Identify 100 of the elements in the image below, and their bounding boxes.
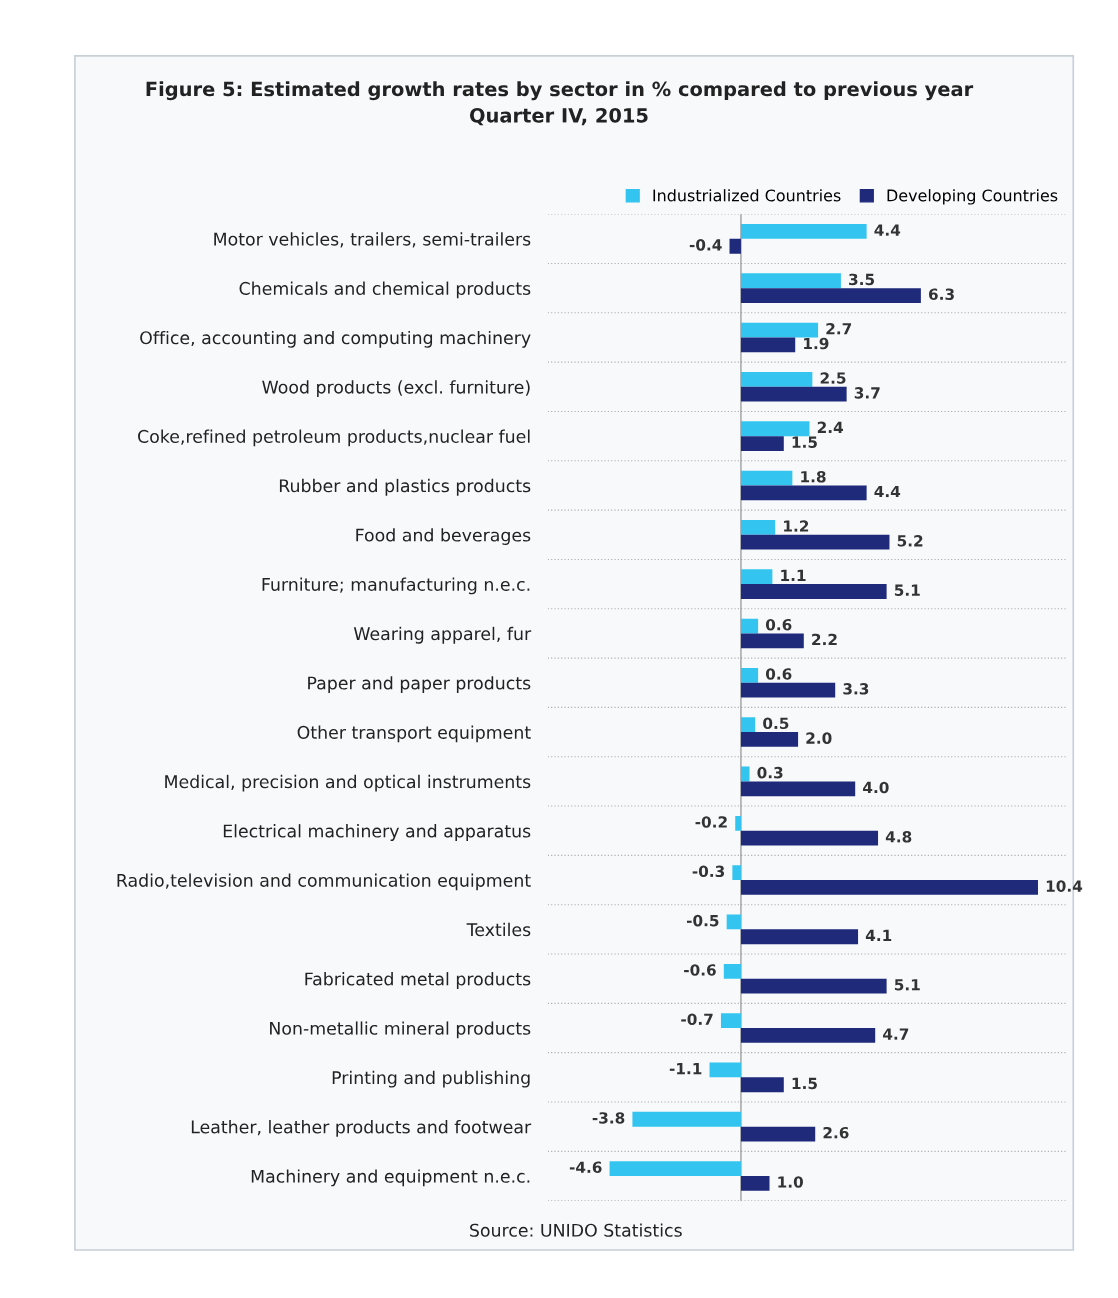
y-tick-label: Medical, precision and optical instruments xyxy=(165,774,531,792)
data-label: 2.5 xyxy=(820,372,846,384)
data-label: 4.7 xyxy=(883,1028,909,1040)
data-label: 3.3 xyxy=(843,683,869,695)
data-label: 10.4 xyxy=(1046,880,1083,892)
y-tick-label: Textiles xyxy=(466,922,531,937)
data-label: 0.5 xyxy=(763,717,789,730)
data-label: 5.1 xyxy=(894,584,920,596)
data-label: -0.7 xyxy=(681,1013,713,1026)
y-tick-label: Electrical machinery and apparatus xyxy=(223,824,531,841)
chart-title: Figure 5: Estimated growth rates by sector in % compared to previous year Quarter IV, 2015 xyxy=(146,81,974,126)
bar xyxy=(740,569,773,585)
bar xyxy=(740,667,759,683)
data-label: 1.9 xyxy=(804,337,829,350)
bar xyxy=(740,717,756,733)
bar xyxy=(740,766,750,782)
bar xyxy=(740,929,859,945)
y-tick-label: Wood products (excl. furniture) xyxy=(262,380,530,398)
bar xyxy=(740,470,793,486)
bar xyxy=(740,978,887,994)
bar xyxy=(740,880,1038,895)
y-tick-label: Paper and paper products xyxy=(308,676,531,693)
bar xyxy=(740,485,867,501)
bar xyxy=(729,238,741,254)
bar xyxy=(732,865,741,881)
data-label: 1.0 xyxy=(778,1176,803,1188)
data-label: 4.1 xyxy=(865,929,892,941)
bar xyxy=(740,1175,770,1191)
bar xyxy=(740,830,879,846)
data-label: -0.3 xyxy=(692,865,725,878)
data-label: -0.2 xyxy=(695,816,727,828)
data-label: 2.4 xyxy=(817,421,843,433)
source-note: Source: UNIDO Statistics xyxy=(470,1223,682,1237)
data-label: 4.4 xyxy=(874,224,901,236)
data-label: -4.6 xyxy=(569,1161,602,1174)
bar xyxy=(740,337,796,353)
bar xyxy=(740,421,810,437)
data-label: 2.7 xyxy=(826,322,852,335)
y-tick-label: Fabricated metal products xyxy=(305,972,531,989)
y-tick-label: Office, accounting and computing machinery xyxy=(140,330,531,348)
data-label: 4.4 xyxy=(874,485,901,498)
data-label: 3.5 xyxy=(849,273,875,286)
bar xyxy=(726,914,741,930)
data-label: -3.8 xyxy=(592,1112,625,1124)
bar xyxy=(740,1028,876,1043)
data-label: 2.0 xyxy=(806,732,832,744)
bar xyxy=(740,534,890,550)
data-label: 2.2 xyxy=(812,633,837,646)
legend-label: Industrialized Countries xyxy=(653,189,841,202)
y-tick-label: Food and beverages xyxy=(356,528,531,545)
bar xyxy=(740,322,819,338)
data-label: 1.5 xyxy=(792,1077,817,1090)
bar xyxy=(740,1077,784,1093)
data-label: 6.3 xyxy=(928,288,954,300)
bar xyxy=(740,682,836,698)
bar xyxy=(740,1126,816,1142)
bar xyxy=(609,1161,741,1176)
bar xyxy=(723,963,741,979)
y-tick-label: Coke,refined petroleum products,nuclear fuel xyxy=(138,429,530,447)
data-label: -0.4 xyxy=(689,239,722,251)
y-tick-label: Motor vehicles, trailers, semi-trailers xyxy=(214,232,531,248)
bar xyxy=(740,372,813,387)
data-label: 5.1 xyxy=(894,979,920,991)
bar xyxy=(709,1062,741,1078)
y-tick-label: Non-metallic mineral products xyxy=(270,1021,531,1039)
data-label: -0.6 xyxy=(684,964,716,976)
data-label: 2.6 xyxy=(823,1126,849,1139)
data-label: 1.1 xyxy=(781,569,806,581)
data-label: 4.0 xyxy=(863,781,889,794)
bar xyxy=(740,584,887,599)
bar xyxy=(740,273,841,289)
data-label: 5.2 xyxy=(897,535,923,547)
bar xyxy=(740,386,847,402)
y-tick-label: Leather, leather products and footwear xyxy=(191,1120,532,1137)
bar xyxy=(720,1013,741,1029)
bar xyxy=(740,633,804,649)
legend-label: Developing Countries xyxy=(887,189,1058,205)
data-label: -1.1 xyxy=(669,1063,702,1075)
y-tick-label: Printing and publishing xyxy=(332,1070,530,1088)
y-tick-label: Chemicals and chemical products xyxy=(239,281,531,299)
bar xyxy=(740,224,867,239)
bar xyxy=(740,618,759,634)
data-label: 0.3 xyxy=(757,766,783,779)
bar xyxy=(740,732,799,747)
y-tick-label: Machinery and equipment n.e.c. xyxy=(251,1169,530,1187)
data-label: 0.6 xyxy=(765,668,792,680)
bar xyxy=(632,1111,741,1127)
data-label: 1.2 xyxy=(784,520,809,532)
y-tick-label: Radio,television and communication equipment xyxy=(117,873,531,891)
y-tick-label: Furniture; manufacturing n.e.c. xyxy=(262,577,530,595)
y-tick-label: Other transport equipment xyxy=(297,725,531,743)
bar xyxy=(740,288,921,303)
data-label: -0.5 xyxy=(686,914,719,927)
bar xyxy=(740,436,784,451)
bar xyxy=(740,781,856,797)
data-label: 1.8 xyxy=(801,470,826,483)
data-label: 3.7 xyxy=(854,387,880,399)
data-label: 1.5 xyxy=(792,436,817,448)
bar xyxy=(735,815,741,831)
y-tick-label: Rubber and plastics products xyxy=(279,478,531,496)
